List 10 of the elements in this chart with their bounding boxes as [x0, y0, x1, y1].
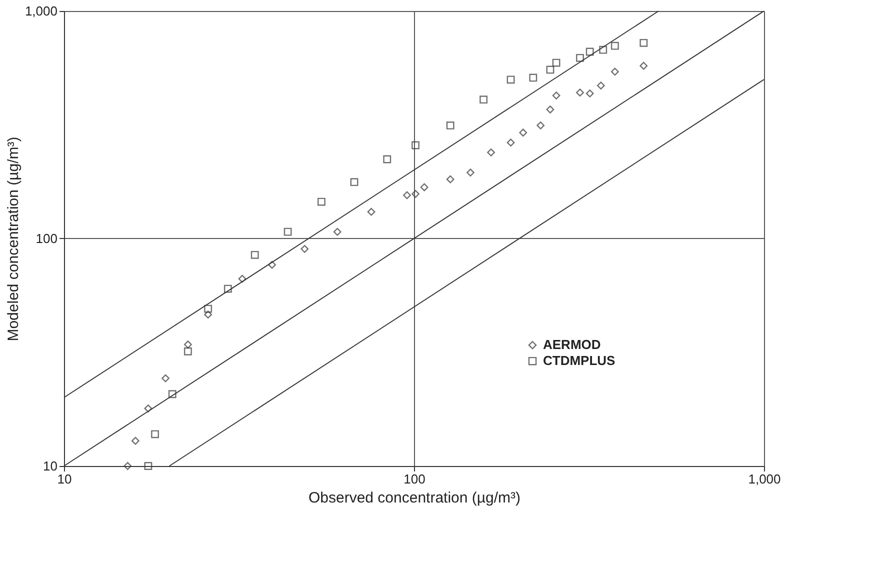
x-axis-title: Observed concentration (µg/m³) [308, 490, 521, 506]
y-axis-title: Modeled concentration (µg/m³) [4, 136, 22, 342]
y-tick-label: 1,000 [24, 4, 58, 18]
legend-label: CTDMPLUS [543, 353, 616, 368]
x-tick-label: 10 [57, 472, 72, 486]
x-tick-label: 1,000 [748, 472, 781, 486]
y-tick-label: 100 [36, 231, 58, 246]
legend-label: AERMOD [543, 337, 601, 352]
x-tick-label: 100 [404, 472, 426, 486]
y-tick-label: 10 [43, 458, 58, 474]
